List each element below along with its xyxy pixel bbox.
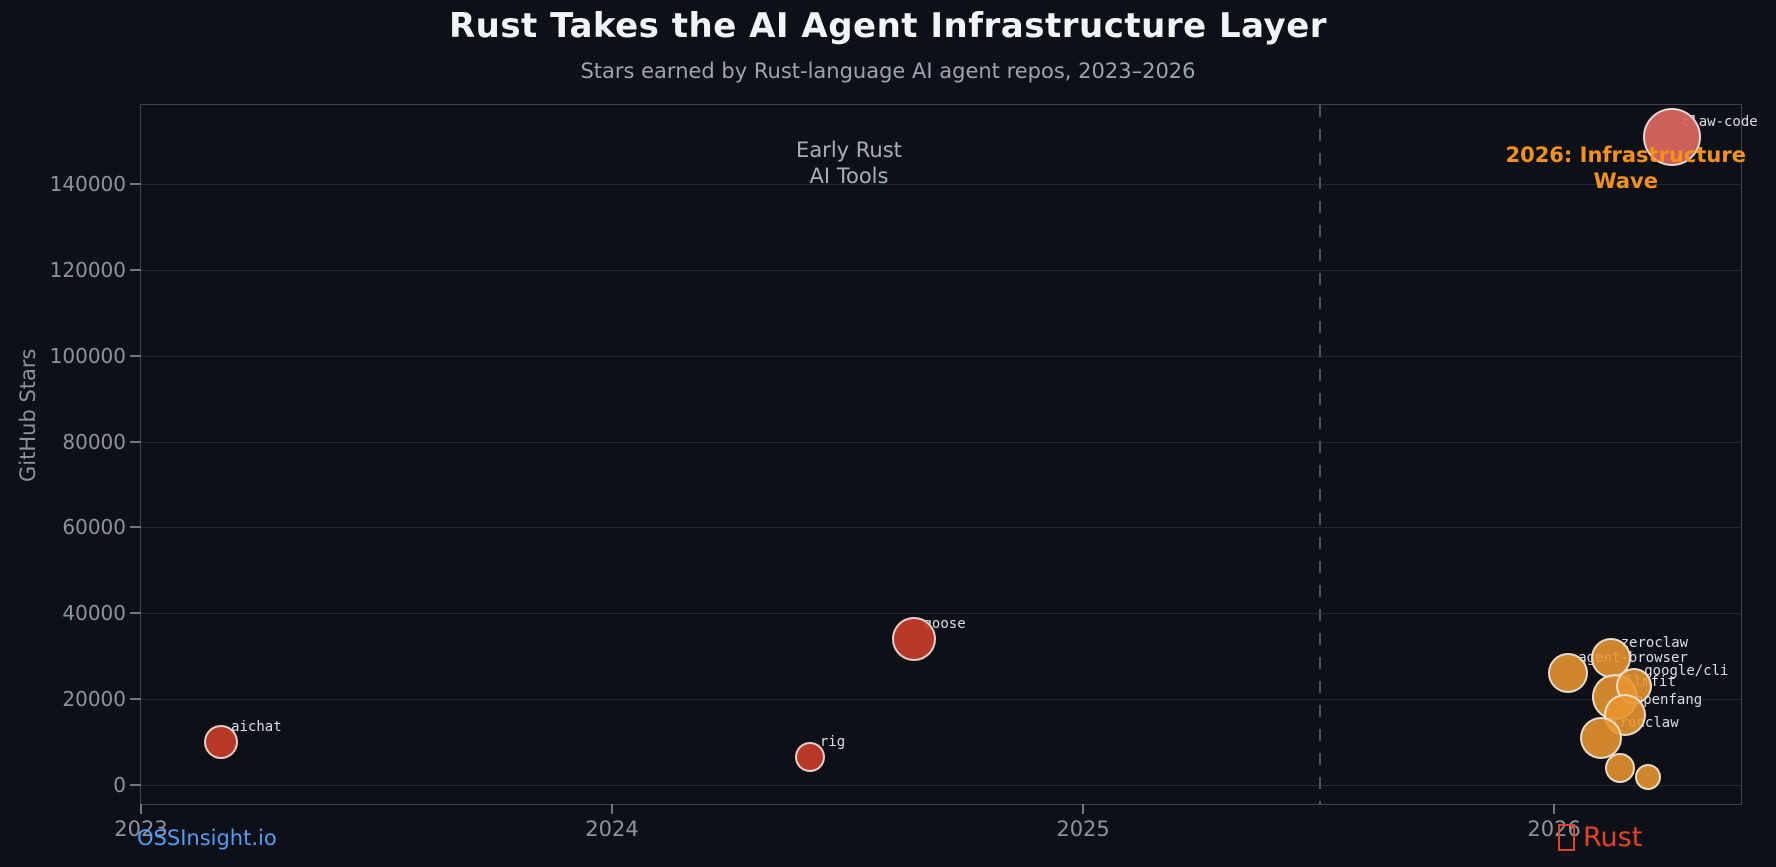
y-gridline	[141, 527, 1741, 529]
y-tick-label: 60000	[62, 515, 126, 540]
point-label: claw-code	[1681, 113, 1758, 130]
point-label: openfang	[1634, 692, 1703, 709]
y-tick-label: 20000	[62, 687, 126, 712]
point-label: google/cli	[1644, 663, 1729, 680]
y-gridline	[141, 355, 1741, 357]
ossinsight-link[interactable]: OSSInsight.io	[137, 826, 277, 850]
y-gridline	[141, 269, 1741, 271]
chart-subtitle: Stars earned by Rust-language AI agent r…	[580, 59, 1196, 83]
y-gridline	[141, 699, 1741, 701]
bubble-agent-browser[interactable]	[1548, 653, 1589, 694]
y-tick-label: 40000	[62, 601, 126, 626]
plot-area: GitHub Stars 0 20000 40000 60000 80000 100000…	[16, 104, 1758, 841]
y-tick-mark	[130, 612, 141, 615]
y-tick-mark	[130, 440, 141, 443]
bubble-aichat[interactable]	[204, 725, 239, 760]
point-label: goose	[923, 616, 966, 633]
y-tick-mark	[130, 354, 141, 357]
x-tick-label: 2026	[1527, 817, 1581, 841]
crab-emoji-missing-glyph-icon	[1558, 824, 1575, 851]
language-badge: Rust	[1558, 822, 1642, 853]
point-label: rig	[819, 734, 846, 751]
y-tick-label: 120000	[49, 257, 126, 282]
language-badge-label: Rust	[1583, 822, 1643, 853]
bubble-unlabeled[interactable]	[1635, 763, 1662, 790]
y-gridline	[141, 613, 1741, 615]
y-gridline	[141, 183, 1741, 185]
bubble-goose[interactable]	[891, 617, 936, 662]
bubble-claw-code[interactable]	[1642, 107, 1701, 166]
x-tick-mark	[1082, 804, 1085, 814]
y-axis-title: GitHub Stars	[16, 348, 40, 482]
point-label: zeroclaw	[1620, 635, 1689, 652]
y-tick-label: 140000	[49, 171, 126, 196]
y-tick-mark	[130, 526, 141, 529]
x-tick-label: 2025	[1056, 817, 1110, 841]
y-tick-mark	[130, 182, 141, 185]
x-tick-mark	[140, 804, 142, 814]
y-tick-mark	[130, 698, 141, 701]
y-tick-mark	[130, 268, 141, 271]
x-tick-mark	[1553, 804, 1556, 814]
x-tick-mark	[611, 804, 614, 814]
bubbles-layer	[141, 105, 1741, 804]
y-gridline	[141, 785, 1741, 786]
bubble-ironclaw[interactable]	[1580, 716, 1623, 759]
y-tick-label: 80000	[62, 429, 126, 454]
bubble-rig[interactable]	[794, 742, 825, 773]
x-tick-label: 2023	[114, 817, 168, 841]
y-tick-label: 0	[113, 773, 126, 797]
bubble-unlabeled[interactable]	[1605, 753, 1636, 784]
point-label: aichat	[231, 719, 282, 736]
y-tick-label: 100000	[49, 343, 126, 368]
x-tick-label: 2024	[585, 817, 639, 841]
era-divider-dashed-line	[1318, 105, 1321, 804]
chart-title: Rust Takes the AI Agent Infrastructure L…	[448, 6, 1328, 46]
y-tick-mark	[130, 784, 141, 786]
y-gridline	[141, 441, 1741, 443]
